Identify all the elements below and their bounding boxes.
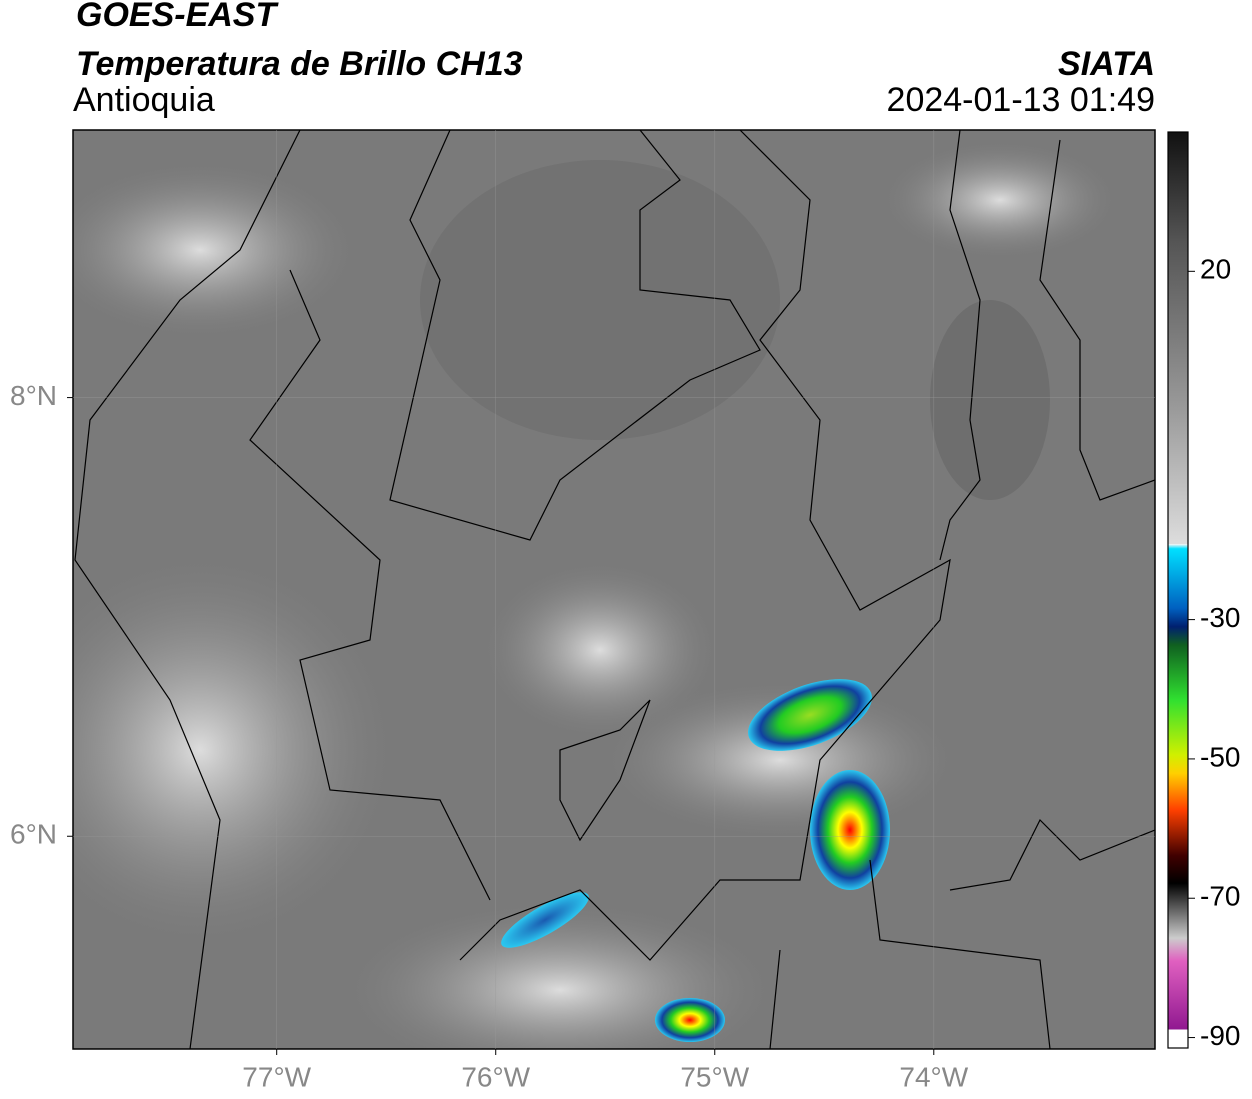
title: GOES-EAST	[76, 0, 279, 34]
colorbar-tick-label: -90	[1200, 1020, 1240, 1051]
lat-tick-label: 8°N	[10, 380, 57, 411]
lon-tick-label: 76°W	[461, 1061, 530, 1092]
source: SIATA	[1058, 45, 1155, 83]
colorbar-tick-label: 20	[1200, 254, 1231, 285]
satellite-image	[73, 130, 1155, 1049]
lon-tick-label: 74°W	[899, 1061, 968, 1092]
colorbar	[1167, 131, 1189, 1049]
colorbar-tick-label: -30	[1200, 602, 1240, 633]
subtitle: Temperatura de Brillo CH13	[76, 45, 523, 83]
colorbar-tick-label: -70	[1200, 881, 1240, 912]
lat-tick-label: 6°N	[10, 819, 57, 850]
region: Antioquia	[73, 81, 215, 119]
map-frame	[72, 129, 1156, 1050]
lon-tick-label: 75°W	[680, 1061, 749, 1092]
lon-tick-label: 77°W	[242, 1061, 311, 1092]
datetime: 2024-01-13 01:49	[887, 81, 1155, 119]
colorbar-tick-label: -50	[1200, 741, 1240, 772]
